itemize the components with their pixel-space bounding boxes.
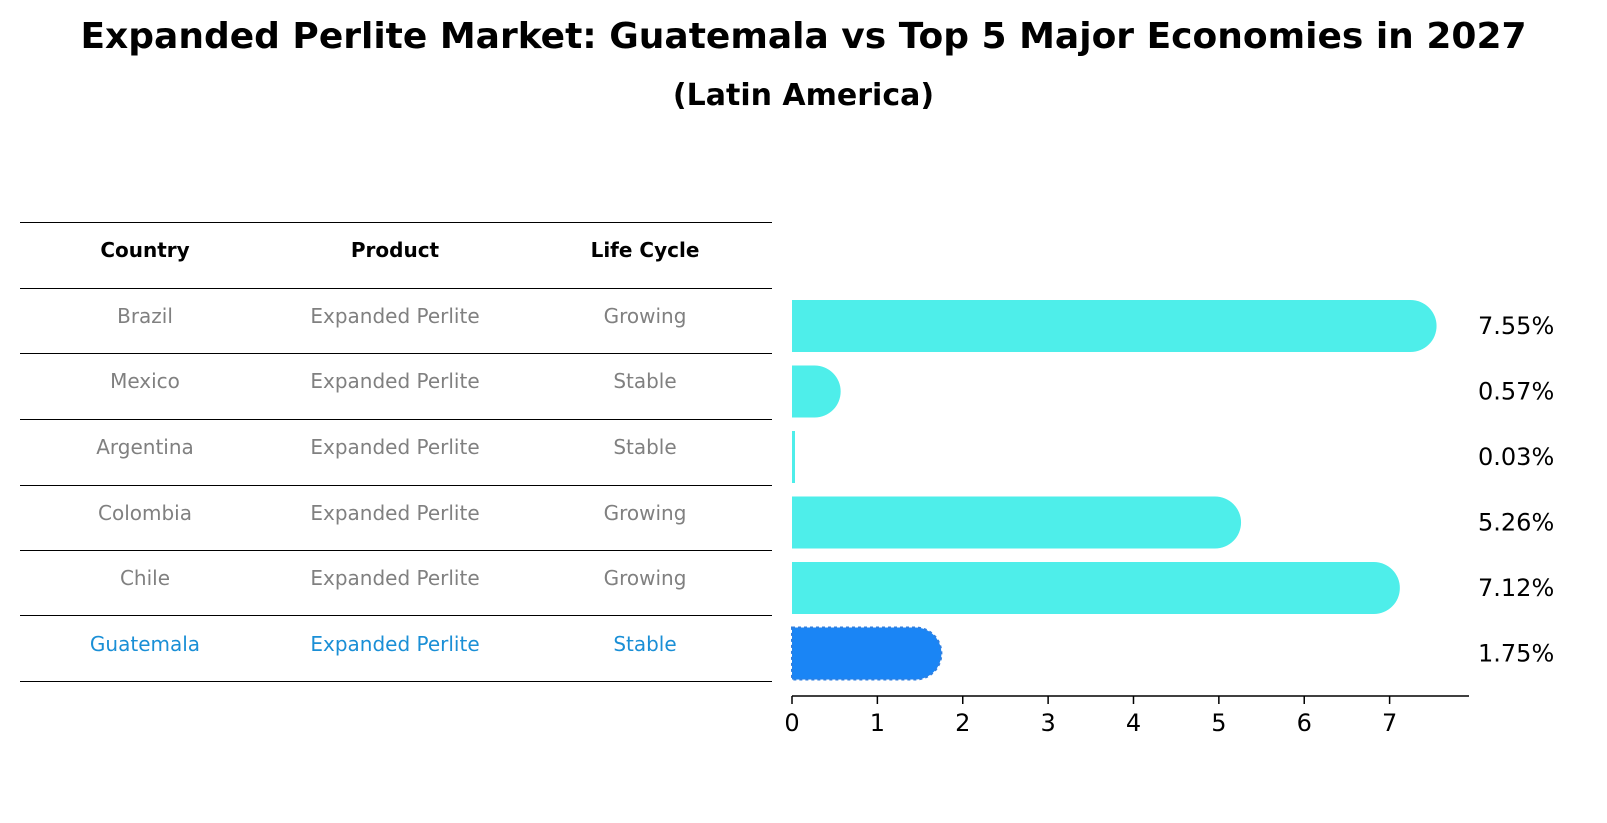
table-cell-life-cycle: Stable (613, 369, 677, 393)
chart-subtitle: (Latin America) (672, 78, 935, 113)
table-header-life-cycle: Life Cycle (590, 238, 700, 262)
table-rule (20, 222, 772, 223)
table-cell-product: Expanded Perlite (310, 369, 480, 393)
table-header-country: Country (100, 238, 190, 262)
x-tick-label: 2 (955, 709, 970, 737)
table-cell-life-cycle-highlight: Stable (613, 632, 677, 656)
table-rule (20, 288, 772, 289)
bar-value-label: 5.26% (1478, 509, 1554, 537)
table-cell-country-highlight: Guatemala (89, 632, 201, 656)
chart-title: Expanded Perlite Market: Guatemala vs To… (80, 16, 1527, 57)
table-cell-life-cycle: Growing (603, 566, 687, 590)
table-header-product: Product (350, 238, 440, 262)
x-tick-label: 4 (1126, 709, 1141, 737)
table-cell-country: Chile (119, 566, 171, 590)
x-tick-label: 7 (1382, 709, 1397, 737)
table-rule (20, 485, 772, 486)
bar (792, 562, 1400, 614)
table-cell-product-highlight: Expanded Perlite (310, 632, 480, 656)
bar (792, 496, 1242, 549)
table-cell-country: Colombia (98, 501, 192, 525)
table-cell-life-cycle: Growing (603, 501, 687, 525)
bar-value-label: 0.03% (1478, 443, 1554, 471)
table-cell-product: Expanded Perlite (310, 566, 480, 590)
table-cell-country: Mexico (110, 369, 180, 393)
table-cell-product: Expanded Perlite (310, 435, 480, 459)
bar (792, 365, 841, 418)
table-cell-life-cycle: Growing (603, 304, 687, 328)
table-rule (20, 419, 772, 420)
bar-value-label: 1.75% (1478, 640, 1554, 668)
x-tick-label: 6 (1297, 709, 1312, 737)
table-rule (20, 550, 772, 551)
bar-value-label: 0.57% (1478, 378, 1554, 406)
x-tick-label: 0 (784, 709, 799, 737)
table-cell-life-cycle: Stable (613, 435, 677, 459)
table-cell-country: Argentina (96, 435, 194, 459)
bar (792, 431, 795, 483)
bar-highlight (791, 626, 943, 681)
bar-value-label: 7.55% (1478, 312, 1554, 340)
x-tick-label: 1 (870, 709, 885, 737)
table-cell-product: Expanded Perlite (310, 501, 480, 525)
x-tick-label: 5 (1211, 709, 1226, 737)
table-cell-product: Expanded Perlite (310, 304, 480, 328)
bar-value-label: 7.12% (1478, 574, 1554, 602)
bar (792, 300, 1437, 352)
table-rule (20, 681, 772, 682)
table-rule (20, 615, 772, 616)
table-cell-country: Brazil (117, 304, 173, 328)
x-tick-label: 3 (1040, 709, 1055, 737)
table-rule (20, 353, 772, 354)
